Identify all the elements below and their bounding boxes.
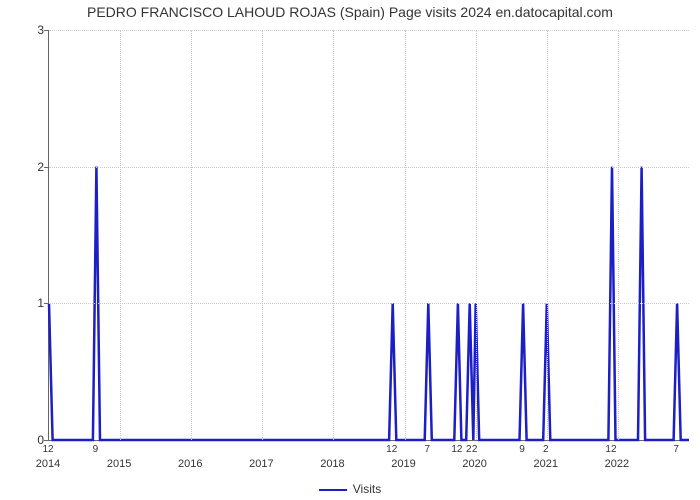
xtick-month: 7 [424,444,430,455]
grid-line-v [618,30,619,440]
ytick-label: 2 [6,160,44,174]
grid-line-v [333,30,334,440]
ytick [44,303,49,304]
xtick-month: 7 [673,444,679,455]
grid-line-v [262,30,263,440]
chart-legend: Visits [0,482,700,496]
xtick-year: 2018 [320,458,344,470]
xtick-month: 2 [466,444,472,455]
xtick-year: 2021 [534,458,558,470]
grid-line-v [191,30,192,440]
grid-line-h [49,30,689,31]
xtick-year: 2016 [178,458,202,470]
grid-line-v [120,30,121,440]
xtick-year: 2020 [462,458,486,470]
xtick-year: 2017 [249,458,273,470]
xtick-month: 12 [42,444,53,455]
plot-area [48,30,689,441]
legend-label: Visits [353,482,381,496]
xtick-month: 9 [93,444,99,455]
xtick-year: 2019 [391,458,415,470]
grid-line-h [49,167,689,168]
xtick-month: 9 [519,444,525,455]
xtick-year: 2015 [107,458,131,470]
ytick-label: 3 [6,23,44,37]
grid-line-v [405,30,406,440]
ytick [44,167,49,168]
xtick-month: 12 [605,444,616,455]
legend-swatch [319,489,347,491]
xtick-year: 2022 [605,458,629,470]
grid-line-v [476,30,477,440]
grid-line-v [547,30,548,440]
chart-title: PEDRO FRANCISCO LAHOUD ROJAS (Spain) Pag… [0,4,700,20]
ytick-label: 0 [6,433,44,447]
ytick-label: 1 [6,296,44,310]
xtick-month: 12 [386,444,397,455]
xtick-year: 2014 [36,458,60,470]
ytick [44,30,49,31]
xtick-month: 2 [472,444,478,455]
grid-line-h [49,303,689,304]
line-chart-svg [49,30,689,440]
xtick-month: 2 [543,444,549,455]
ytick [44,440,49,441]
xtick-month: 12 [451,444,462,455]
